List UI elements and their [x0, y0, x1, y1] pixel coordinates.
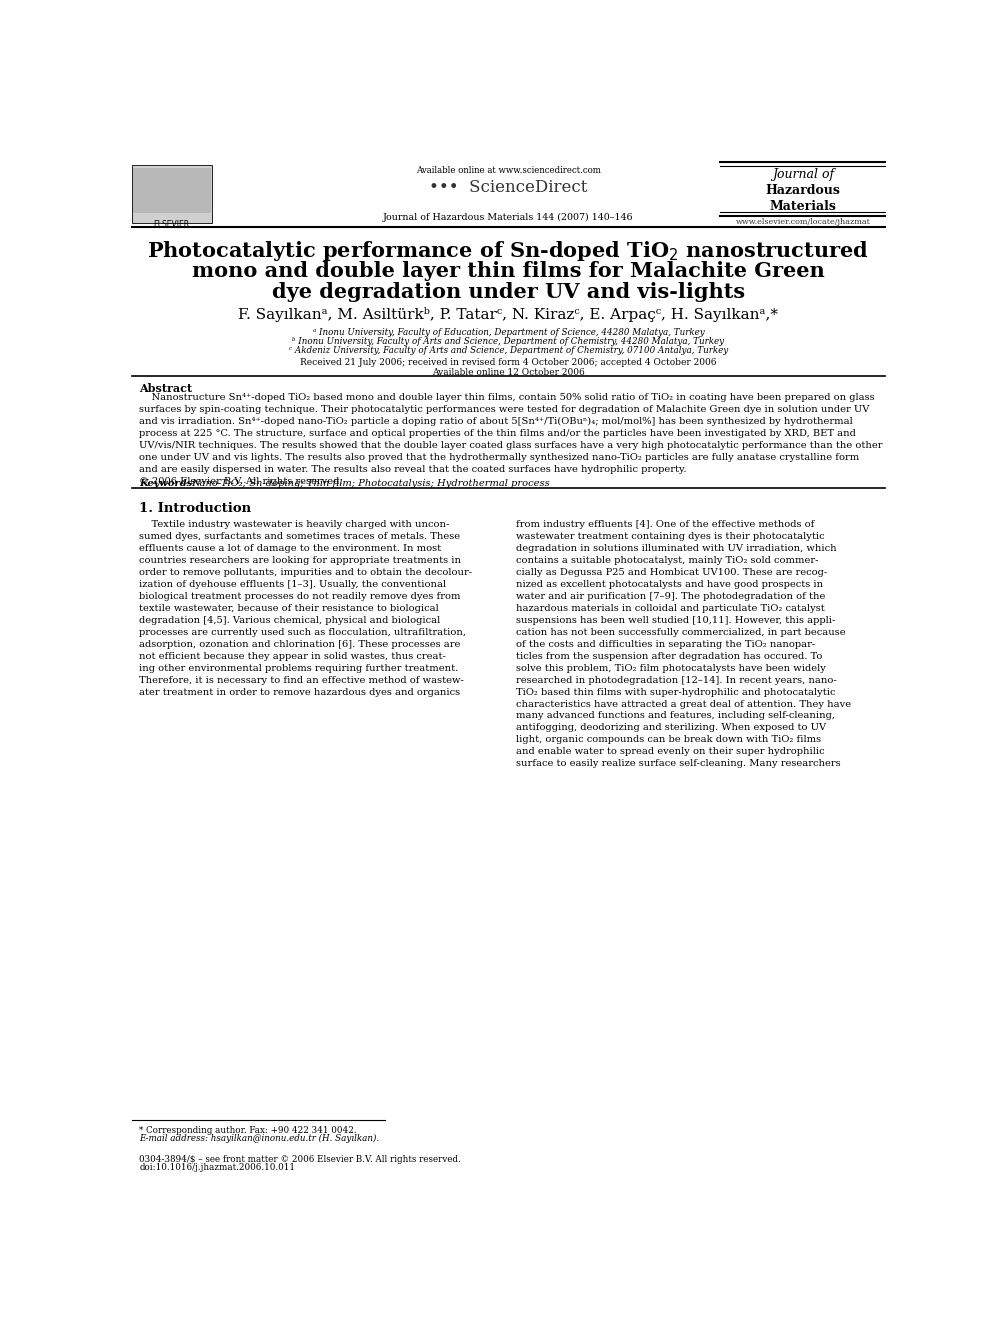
Text: * Corresponding author. Fax: +90 422 341 0042.: * Corresponding author. Fax: +90 422 341…: [139, 1126, 357, 1135]
Text: E-mail address: hsayilkan@inonu.edu.tr (H. Sayılkan).: E-mail address: hsayilkan@inonu.edu.tr (…: [139, 1134, 380, 1143]
Text: Materials: Materials: [770, 200, 836, 213]
Text: dye degradation under UV and vis-lights: dye degradation under UV and vis-lights: [272, 282, 745, 302]
Text: Hazardous: Hazardous: [766, 184, 840, 197]
Text: Nanostructure Sn⁴⁺-doped TiO₂ based mono and double layer thin films, contain 50: Nanostructure Sn⁴⁺-doped TiO₂ based mono…: [139, 393, 883, 486]
Text: •••  ScienceDirect: ••• ScienceDirect: [430, 179, 587, 196]
Text: Textile industry wastewater is heavily charged with uncon-
sumed dyes, surfactan: Textile industry wastewater is heavily c…: [139, 520, 472, 697]
Text: Photocatalytic performance of Sn-doped TiO$_2$ nanostructured: Photocatalytic performance of Sn-doped T…: [148, 239, 869, 263]
Text: F. Sayılkanᵃ, M. Asiltürkᵇ, P. Tatarᶜ, N. Kirazᶜ, E. Arpaçᶜ, H. Sayılkanᵃ,*: F. Sayılkanᵃ, M. Asiltürkᵇ, P. Tatarᶜ, N…: [238, 307, 779, 323]
Text: www.elsevier.com/locate/jhazmat: www.elsevier.com/locate/jhazmat: [735, 218, 870, 226]
Text: Available online at www.sciencedirect.com: Available online at www.sciencedirect.co…: [416, 165, 601, 175]
Text: ᵇ Inonu University, Faculty of Arts and Science, Department of Chemistry, 44280 : ᵇ Inonu University, Faculty of Arts and …: [293, 337, 724, 347]
Text: Available online 12 October 2006: Available online 12 October 2006: [433, 368, 584, 377]
Text: Keywords:: Keywords:: [139, 479, 196, 488]
Text: ᶜ Akdeniz University, Faculty of Arts and Science, Department of Chemistry, 0710: ᶜ Akdeniz University, Faculty of Arts an…: [289, 347, 728, 355]
Text: mono and double layer thin films for Malachite Green: mono and double layer thin films for Mal…: [192, 261, 824, 280]
Text: Received 21 July 2006; received in revised form 4 October 2006; accepted 4 Octob: Received 21 July 2006; received in revis…: [301, 359, 716, 368]
Text: ELSEVIER: ELSEVIER: [154, 220, 189, 229]
Text: Nano-TiO₂; Sn-doping; Thin film; Photocatalysis; Hydrothermal process: Nano-TiO₂; Sn-doping; Thin film; Photoca…: [190, 479, 550, 488]
Text: Journal of Hazardous Materials 144 (2007) 140–146: Journal of Hazardous Materials 144 (2007…: [383, 213, 634, 222]
FancyBboxPatch shape: [133, 168, 211, 213]
Text: ᵃ Inonu University, Faculty of Education, Department of Science, 44280 Malatya, : ᵃ Inonu University, Faculty of Education…: [312, 328, 704, 337]
FancyBboxPatch shape: [132, 165, 212, 224]
Text: Journal of: Journal of: [772, 168, 834, 181]
Text: 0304-3894/$ – see front matter © 2006 Elsevier B.V. All rights reserved.: 0304-3894/$ – see front matter © 2006 El…: [139, 1155, 461, 1164]
Text: 1. Introduction: 1. Introduction: [139, 501, 252, 515]
Text: from industry effluents [4]. One of the effective methods of
wastewater treatmen: from industry effluents [4]. One of the …: [516, 520, 851, 769]
Text: Abstract: Abstract: [139, 382, 192, 394]
Text: doi:10.1016/j.jhazmat.2006.10.011: doi:10.1016/j.jhazmat.2006.10.011: [139, 1163, 296, 1172]
